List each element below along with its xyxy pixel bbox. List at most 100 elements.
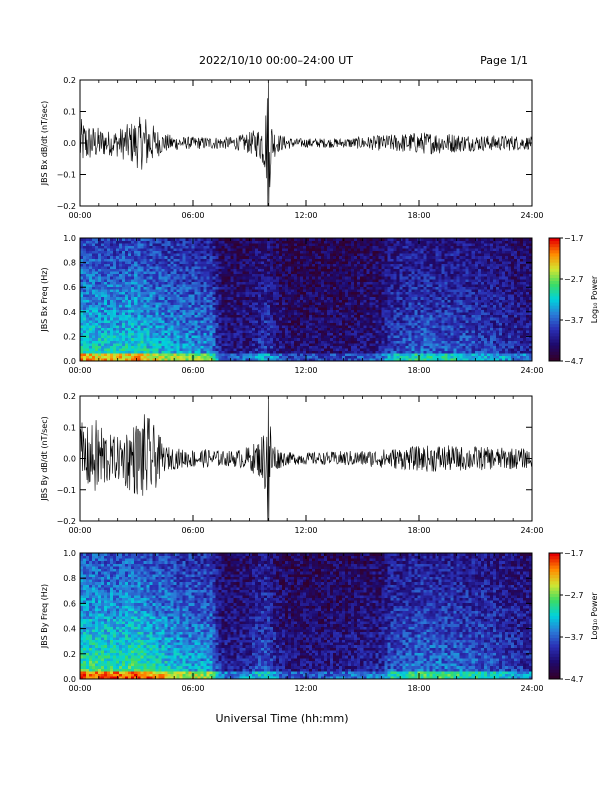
spectrogram-cell	[306, 282, 309, 285]
spectrogram-cell	[366, 248, 369, 251]
spectrogram-cell	[210, 282, 213, 285]
spectrogram-cell	[264, 271, 267, 274]
spectrogram-cell	[104, 259, 107, 262]
spectrogram-cell	[204, 256, 207, 259]
spectrogram-cell	[288, 274, 291, 277]
spectrogram-cell	[155, 356, 158, 359]
spectrogram-cell	[285, 266, 288, 269]
spectrogram-cell	[152, 346, 155, 349]
spectrogram-cell	[309, 325, 312, 328]
spectrogram-cell	[137, 269, 140, 272]
spectrogram-cell	[267, 351, 270, 354]
spectrogram-cell	[122, 269, 125, 272]
spectrogram-cell	[378, 315, 381, 318]
spectrogram-cell	[201, 315, 204, 318]
spectrogram-cell	[372, 346, 375, 349]
spectrogram-cell	[330, 276, 333, 279]
spectrogram-cell	[185, 353, 188, 356]
spectrogram-cell	[264, 305, 267, 308]
spectrogram-cell	[354, 248, 357, 251]
spectrogram-cell	[198, 253, 201, 256]
spectrogram-cell	[270, 335, 273, 338]
spectrogram-cell	[336, 297, 339, 300]
spectrogram-cell	[381, 276, 384, 279]
spectrogram-cell	[315, 264, 318, 267]
spectrogram-cell	[342, 333, 345, 336]
spectrogram-cell	[312, 248, 315, 251]
spectrogram-cell	[107, 241, 110, 244]
spectrogram-cell	[219, 302, 222, 305]
spectrogram-cell	[318, 325, 321, 328]
spectrogram-cell	[204, 271, 207, 274]
spectrogram-cell	[104, 305, 107, 308]
spectrogram-cell	[273, 284, 276, 287]
spectrogram-cell	[264, 279, 267, 282]
spectrogram-cell	[170, 300, 173, 303]
spectrogram-cell	[366, 282, 369, 285]
spectrogram-cell	[348, 305, 351, 308]
spectrogram-cell	[297, 335, 300, 338]
spectrogram-cell	[309, 341, 312, 344]
spectrogram-cell	[134, 328, 137, 331]
spectrogram-cell	[125, 325, 128, 328]
spectrogram-cell	[270, 315, 273, 318]
spectrogram-cell	[116, 335, 119, 338]
spectrogram-cell	[198, 310, 201, 313]
spectrogram-cell	[173, 317, 176, 320]
spectrogram-cell	[222, 251, 225, 254]
spectrogram-cell	[345, 325, 348, 328]
spectrogram-cell	[140, 333, 143, 336]
spectrogram-cell	[225, 287, 228, 290]
spectrogram-cell	[249, 246, 252, 249]
spectrogram-cell	[125, 292, 128, 295]
spectrogram-cell	[185, 246, 188, 249]
spectrogram-cell	[122, 259, 125, 262]
spectrogram-cell	[378, 279, 381, 282]
spectrogram-cell	[195, 351, 198, 354]
spectrogram-cell	[155, 343, 158, 346]
spectrogram-cell	[101, 307, 104, 310]
spectrogram-cell	[384, 253, 387, 256]
spectrogram-cell	[222, 323, 225, 326]
spectrogram-cell	[366, 315, 369, 318]
spectrogram-cell	[240, 323, 243, 326]
spectrogram-cell	[246, 323, 249, 326]
spectrogram-cell	[107, 264, 110, 267]
spectrogram-cell	[222, 302, 225, 305]
spectrogram-cell	[294, 310, 297, 313]
spectrogram-cell	[246, 312, 249, 315]
spectrogram-cell	[255, 251, 258, 254]
spectrogram-cell	[342, 302, 345, 305]
spectrogram-cell	[207, 307, 210, 310]
spectrogram-cell	[261, 333, 264, 336]
spectrogram-cell	[107, 343, 110, 346]
spectrogram-cell	[95, 243, 98, 246]
spectrogram-cell	[285, 274, 288, 277]
spectrogram-cell	[342, 323, 345, 326]
spectrogram-cell	[146, 330, 149, 333]
spectrogram-cell	[279, 292, 282, 295]
spectrogram-cell	[207, 269, 210, 272]
spectrogram-cell	[333, 282, 336, 285]
spectrogram-cell	[195, 274, 198, 277]
spectrogram-cell	[195, 307, 198, 310]
spectrogram-cell	[381, 335, 384, 338]
spectrogram-cell	[345, 333, 348, 336]
spectrogram-cell	[351, 335, 354, 338]
spectrogram-cell	[146, 256, 149, 259]
spectrogram-cell	[363, 323, 366, 326]
spectrogram-cell	[378, 259, 381, 262]
spectrogram-cell	[264, 325, 267, 328]
spectrogram-cell	[152, 274, 155, 277]
spectrogram-cell	[231, 279, 234, 282]
spectrogram-cell	[285, 284, 288, 287]
spectrogram-cell	[336, 317, 339, 320]
spectrogram-cell	[348, 325, 351, 328]
spectrogram-cell	[375, 348, 378, 351]
spectrogram-cell	[246, 259, 249, 262]
spectrogram-cell	[191, 325, 194, 328]
spectrogram-cell	[107, 356, 110, 359]
spectrogram-cell	[303, 307, 306, 310]
spectrogram-cell	[372, 279, 375, 282]
spectrogram-cell	[140, 287, 143, 290]
